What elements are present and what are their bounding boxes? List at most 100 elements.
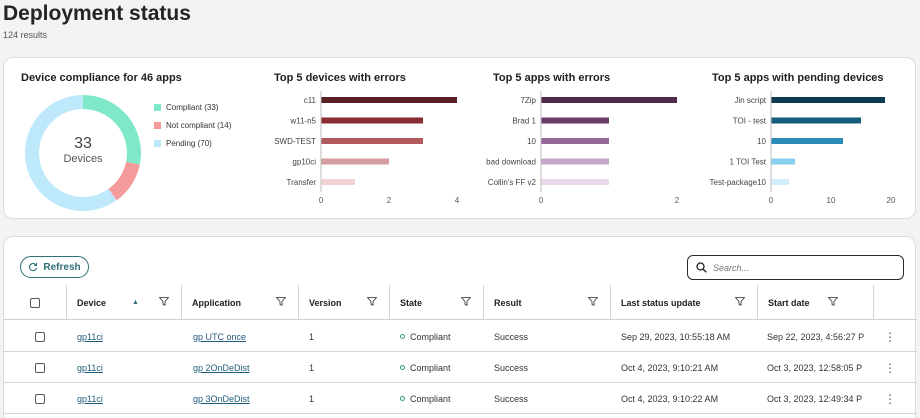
- bar-label: w11-n5: [289, 117, 316, 126]
- bar-3[interactable]: [321, 158, 389, 165]
- device-link[interactable]: gp11ci: [77, 362, 103, 373]
- compliance-donut-chart: [24, 95, 141, 211]
- bar-2[interactable]: [321, 138, 423, 144]
- version-cell: 1: [309, 331, 315, 342]
- device-cell: gp11ci: [77, 383, 103, 414]
- legend-label: Not compliant (14): [166, 120, 232, 130]
- version-cell: 1: [309, 362, 315, 373]
- column-header-state[interactable]: State: [389, 285, 483, 320]
- row-checkbox[interactable]: [35, 362, 45, 373]
- devices-errors-chart-title: Top 5 devices with errors: [274, 72, 406, 84]
- bar-4[interactable]: [771, 179, 789, 185]
- bar-label: c11: [304, 96, 317, 105]
- bar-2[interactable]: [541, 138, 609, 144]
- row-select-cell: [35, 321, 45, 352]
- select-all-checkbox[interactable]: [30, 297, 40, 308]
- table-row[interactable]: gp11ci gp 2OnDeDist 1 Compliant Success Oct 4…: [4, 352, 917, 383]
- filter-icon[interactable]: [587, 297, 599, 308]
- donut-slice-0[interactable]: [83, 95, 141, 165]
- result-count: 124 results: [3, 30, 48, 40]
- column-header-start-date[interactable]: Start date: [757, 285, 873, 320]
- search-box[interactable]: [687, 255, 904, 280]
- bar-label: 10: [757, 137, 766, 146]
- state-text: Compliant: [410, 393, 451, 404]
- bar-0[interactable]: [541, 97, 677, 103]
- bar-label: TOI - test: [733, 117, 767, 126]
- column-header-application[interactable]: Application: [181, 285, 298, 320]
- x-tick-label: 2: [387, 196, 392, 205]
- filter-icon[interactable]: [734, 297, 746, 308]
- bar-label: gp10ci: [292, 158, 316, 167]
- bar-4[interactable]: [321, 179, 355, 185]
- bar-0[interactable]: [321, 97, 457, 103]
- row-actions-cell: ⋮: [884, 321, 896, 352]
- filter-icon[interactable]: [460, 297, 472, 308]
- x-tick-label: 0: [539, 196, 544, 205]
- column-label: Start date: [768, 297, 810, 308]
- state-cell: Compliant: [400, 352, 451, 383]
- donut-slice-2[interactable]: [24, 95, 117, 211]
- x-tick-label: 20: [887, 196, 896, 205]
- legend-swatch-compliant: [154, 103, 161, 111]
- device-link[interactable]: gp11ci: [77, 331, 103, 342]
- last-status-update-cell: Sep 29, 2023, 10:55:18 AM: [621, 331, 731, 342]
- table-row[interactable]: gp11ci gp UTC once 1 Compliant Success Sep 29…: [4, 321, 917, 352]
- search-icon: [696, 262, 707, 273]
- table-row[interactable]: gp11ci gp 3OnDeDist 1 Compliant Success Oct 4…: [4, 383, 917, 414]
- apps-errors-bar-chart: 7Zip Brad 1 10 bad download Collin's FF v20 2: [486, 91, 680, 205]
- compliant-status-icon: [400, 365, 405, 370]
- version-cell: 1: [309, 393, 315, 404]
- search-input[interactable]: [713, 262, 893, 273]
- legend-label: Compliant (33): [166, 102, 219, 112]
- bar-1[interactable]: [541, 117, 609, 124]
- more-vertical-icon[interactable]: ⋮: [884, 391, 896, 406]
- refresh-button[interactable]: Refresh: [20, 256, 89, 278]
- filter-icon[interactable]: [158, 297, 170, 308]
- bar-label: Test-package10: [710, 178, 767, 187]
- bar-label: 1 TOI Test: [730, 158, 767, 167]
- filter-icon[interactable]: [827, 297, 838, 308]
- apps-errors-chart-title: Top 5 apps with errors: [493, 72, 611, 84]
- row-actions-cell: ⋮: [884, 352, 896, 383]
- donut-center: 33 Devices: [23, 93, 143, 213]
- legend-swatch-pending: [154, 139, 161, 147]
- row-checkbox[interactable]: [35, 393, 45, 404]
- bar-label: Transfer: [287, 178, 317, 187]
- column-header-device[interactable]: Device ▲: [66, 285, 181, 320]
- application-link[interactable]: gp 3OnDeDist: [193, 393, 250, 404]
- device-link[interactable]: gp11ci: [77, 393, 103, 404]
- sort-ascending-icon[interactable]: ▲: [132, 299, 139, 306]
- column-header-last-status-update[interactable]: Last status update: [610, 285, 757, 320]
- row-select-cell: [35, 352, 45, 383]
- donut-slice-1[interactable]: [108, 161, 140, 201]
- x-tick-label: 2: [675, 196, 680, 205]
- bar-0[interactable]: [771, 97, 885, 103]
- application-cell: gp 2OnDeDist: [193, 352, 250, 383]
- more-vertical-icon[interactable]: ⋮: [884, 329, 896, 344]
- filter-icon[interactable]: [275, 297, 287, 308]
- row-checkbox[interactable]: [35, 331, 45, 342]
- column-header-version[interactable]: Version: [298, 285, 389, 320]
- bar-1[interactable]: [771, 117, 861, 124]
- legend-swatch-not-compliant: [154, 121, 161, 129]
- legend-item-pending: Pending (70): [154, 134, 231, 152]
- more-vertical-icon[interactable]: ⋮: [884, 360, 896, 375]
- column-label: Version: [309, 297, 342, 308]
- start-date-cell: Oct 3, 2023, 12:58:05 P: [767, 362, 863, 373]
- bar-label: Jin script: [734, 96, 766, 105]
- bar-label: Collin's FF v2: [488, 178, 537, 187]
- start-date-cell: Sep 22, 2023, 4:56:27 P: [767, 331, 865, 342]
- application-link[interactable]: gp 2OnDeDist: [193, 362, 250, 373]
- bar-1[interactable]: [321, 117, 423, 124]
- x-tick-label: 0: [769, 196, 774, 205]
- filter-icon[interactable]: [366, 297, 378, 308]
- bar-3[interactable]: [771, 158, 795, 165]
- state-cell: Compliant: [400, 383, 451, 414]
- x-tick-label: 10: [827, 196, 836, 205]
- bar-4[interactable]: [541, 179, 609, 185]
- bar-2[interactable]: [771, 138, 843, 144]
- application-link[interactable]: gp UTC once: [193, 331, 247, 342]
- column-header-result[interactable]: Result: [483, 285, 610, 320]
- bar-3[interactable]: [541, 158, 609, 165]
- column-label: Device: [77, 297, 107, 308]
